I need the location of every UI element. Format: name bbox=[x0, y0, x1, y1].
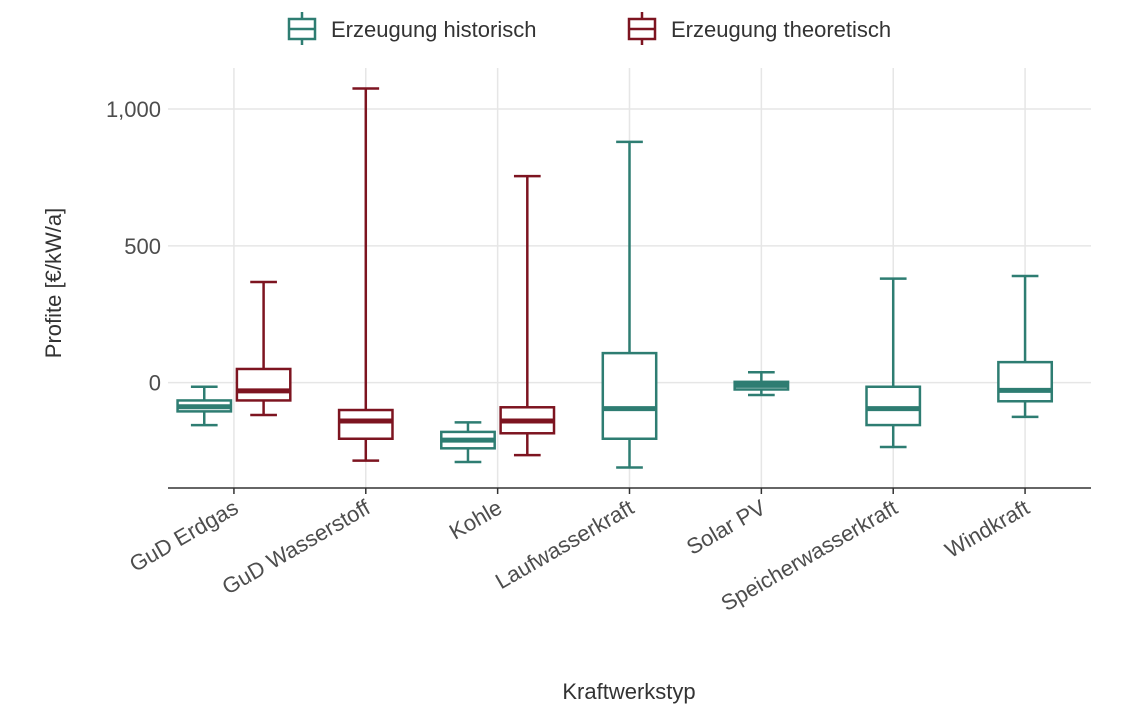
y-tick-label-0: 0 bbox=[149, 371, 161, 396]
box-erzeugung-historisch-3 bbox=[601, 140, 658, 469]
box-erzeugung-theoretisch-1 bbox=[337, 87, 394, 462]
x-axis-title: Kraftwerkstyp bbox=[562, 679, 695, 704]
legend-item-historisch: Erzeugung historisch bbox=[287, 12, 536, 45]
box-erzeugung-historisch-2 bbox=[440, 421, 496, 464]
box-body bbox=[601, 351, 658, 440]
box-erzeugung-theoretisch-2 bbox=[499, 174, 556, 457]
x-tick-label-0: GuD Erdgas bbox=[125, 495, 242, 577]
x-tick-label-6: Windkraft bbox=[941, 495, 1034, 563]
box-body bbox=[235, 367, 292, 402]
x-tick-label-4: Solar PV bbox=[682, 495, 770, 560]
legend-key-historisch bbox=[287, 12, 317, 45]
legend-label-theoretisch: Erzeugung theoretisch bbox=[671, 17, 891, 42]
legend-key-theoretisch bbox=[627, 12, 657, 45]
legend: Erzeugung historisch Erzeugung theoretis… bbox=[287, 12, 891, 45]
box-erzeugung-theoretisch-0 bbox=[235, 280, 292, 417]
legend-label-historisch: Erzeugung historisch bbox=[331, 17, 536, 42]
x-tick-label-3: Laufwasserkraft bbox=[491, 495, 638, 594]
box-erzeugung-historisch-6 bbox=[997, 274, 1054, 419]
box-body bbox=[337, 408, 394, 440]
y-axis-title: Profite [€/kW/a] bbox=[41, 208, 66, 358]
y-axis-ticks: 0 500 1,000 bbox=[106, 97, 161, 396]
y-tick-label-1: 500 bbox=[124, 234, 161, 259]
x-tick-label-1: GuD Wasserstoff bbox=[218, 494, 375, 599]
boxes bbox=[176, 87, 1054, 469]
legend-item-theoretisch: Erzeugung theoretisch bbox=[627, 12, 891, 45]
x-tick-label-2: Kohle bbox=[445, 495, 506, 545]
box-body bbox=[997, 360, 1054, 403]
box-erzeugung-historisch-5 bbox=[865, 277, 922, 449]
box-body bbox=[865, 385, 922, 427]
box-erzeugung-historisch-4 bbox=[733, 371, 790, 397]
box-erzeugung-historisch-0 bbox=[176, 385, 233, 427]
y-tick-label-2: 1,000 bbox=[106, 97, 161, 122]
